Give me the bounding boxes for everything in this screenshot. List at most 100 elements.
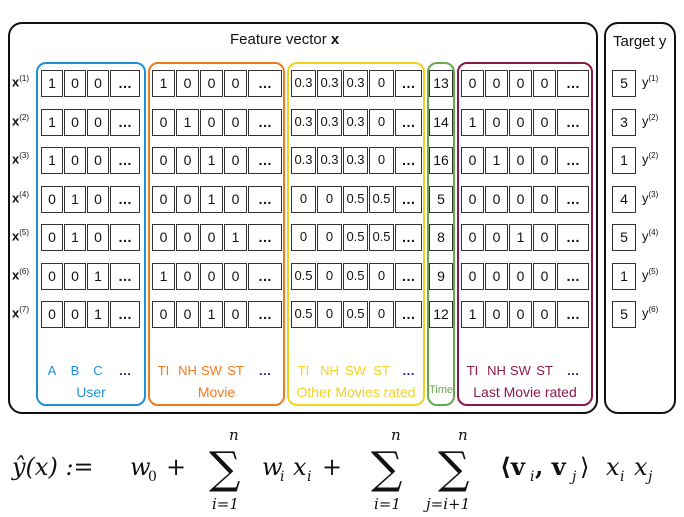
sum3-lower: j=i+1 <box>423 495 470 513</box>
other-cell: … <box>395 262 422 290</box>
row-label: x(3) <box>12 151 30 167</box>
user-cell: 1 <box>41 70 63 97</box>
target-cell: 5 <box>612 301 636 328</box>
subcat-label: SW <box>201 363 222 378</box>
sum2-upper: n <box>391 426 401 444</box>
subcat-label: TI <box>297 363 310 378</box>
last-cell: 0 <box>509 262 532 290</box>
movie-cell: 0 <box>176 185 199 213</box>
movie-cell: 0 <box>152 147 175 174</box>
last-cell: 1 <box>509 224 532 251</box>
last-group-name: Last Movie rated <box>473 384 577 400</box>
last-cell: 0 <box>485 224 508 251</box>
movie-cell: … <box>248 262 282 290</box>
last-cell: 1 <box>461 108 484 136</box>
eq-w0-sub: 0 <box>148 469 157 485</box>
target-label: y(2) <box>642 112 659 128</box>
xi-sub: i <box>620 469 624 485</box>
inner-sub-j: j <box>569 469 577 485</box>
user-cell: 1 <box>64 224 86 251</box>
movie-cell: 0 <box>152 108 175 136</box>
last-cell: 0 <box>461 185 484 213</box>
movie-cell: … <box>248 301 282 328</box>
user-cell: 0 <box>87 108 109 136</box>
movie-cell: 1 <box>176 108 199 136</box>
target-label: y(6) <box>642 305 659 321</box>
user-cell: 0 <box>64 262 86 290</box>
row-label: x(2) <box>12 112 30 128</box>
user-cell: 0 <box>87 147 109 174</box>
last-cell: 0 <box>533 147 556 174</box>
sum3-upper: n <box>458 426 468 444</box>
movie-cell: … <box>248 108 282 136</box>
other-cell: … <box>395 70 422 97</box>
user-cell: 1 <box>87 301 109 328</box>
target-cell: 1 <box>612 262 636 290</box>
last-cell: 0 <box>509 70 532 97</box>
user-cell: … <box>110 262 140 290</box>
movie-cell: 0 <box>224 262 247 290</box>
movie-cell: … <box>248 224 282 251</box>
user-cell: … <box>110 185 140 213</box>
movie-cell: 0 <box>152 301 175 328</box>
other-cell: 0.5 <box>291 301 316 328</box>
time-cell: 14 <box>429 108 453 136</box>
inner-open: ⟨v <box>500 452 526 481</box>
other-cell: 0 <box>291 224 316 251</box>
target-cell: 1 <box>612 147 636 174</box>
other-cell: 0.5 <box>343 262 368 290</box>
subcat-label: TI <box>466 363 479 378</box>
user-cell: 1 <box>64 185 86 213</box>
subcat-label: NH <box>487 363 506 378</box>
movie-cell: 1 <box>224 224 247 251</box>
xi: x <box>606 453 620 481</box>
movie-group-name: Movie <box>197 384 236 400</box>
term1-x: x <box>293 453 307 481</box>
user-cell: 1 <box>41 108 63 136</box>
subcat-label: … <box>258 363 272 378</box>
row-label: x(7) <box>12 305 30 321</box>
other-cell: 0.3 <box>343 108 368 136</box>
row-label: x(4) <box>12 189 30 205</box>
row-label: x(6) <box>12 266 30 282</box>
inner-close: ⟩ <box>580 453 589 481</box>
sum3-symbol: ∑ <box>438 443 469 494</box>
target-label: y(5) <box>642 266 659 282</box>
other-cell: 0.3 <box>317 147 342 174</box>
movie-cell: 0 <box>200 108 223 136</box>
inner-sub-i: i <box>530 469 534 485</box>
other-cell: 0 <box>369 262 394 290</box>
movie-cell: 0 <box>176 70 199 97</box>
subcat-label: ST <box>227 363 244 378</box>
other-cell: 0.5 <box>369 224 394 251</box>
time-group-name: Time <box>428 384 454 396</box>
movie-cell: 0 <box>224 301 247 328</box>
user-cell: … <box>110 147 140 174</box>
target-cell: 4 <box>612 185 636 213</box>
user-cell: 0 <box>41 185 63 213</box>
last-cell: 0 <box>461 147 484 174</box>
last-cell: 0 <box>533 301 556 328</box>
other-cell: … <box>395 108 422 136</box>
subcat-label: A <box>47 363 57 378</box>
subcat-label: ST <box>373 363 390 378</box>
last-cell: … <box>557 108 589 136</box>
movie-cell: 0 <box>224 185 247 213</box>
movie-cell: 0 <box>176 147 199 174</box>
eq-plus-2: + <box>322 453 342 481</box>
movie-cell: … <box>248 147 282 174</box>
subcat-label: SW <box>510 363 531 378</box>
other-cell: 0.3 <box>291 147 316 174</box>
movie-cell: 0 <box>224 70 247 97</box>
user-group <box>36 62 146 406</box>
other-cell: … <box>395 147 422 174</box>
fm-equation: ŷ(x) := w 0 + n ∑ i=1 w i x i + n ∑ i=1 … <box>11 426 653 513</box>
last-cell: 0 <box>485 262 508 290</box>
other-movies-group <box>287 62 425 406</box>
user-cell: 0 <box>41 262 63 290</box>
other-cell: … <box>395 185 422 213</box>
target-cell: 5 <box>612 70 636 97</box>
user-cell: … <box>110 224 140 251</box>
user-cell: 0 <box>64 70 86 97</box>
eq-w0: w <box>130 453 151 481</box>
